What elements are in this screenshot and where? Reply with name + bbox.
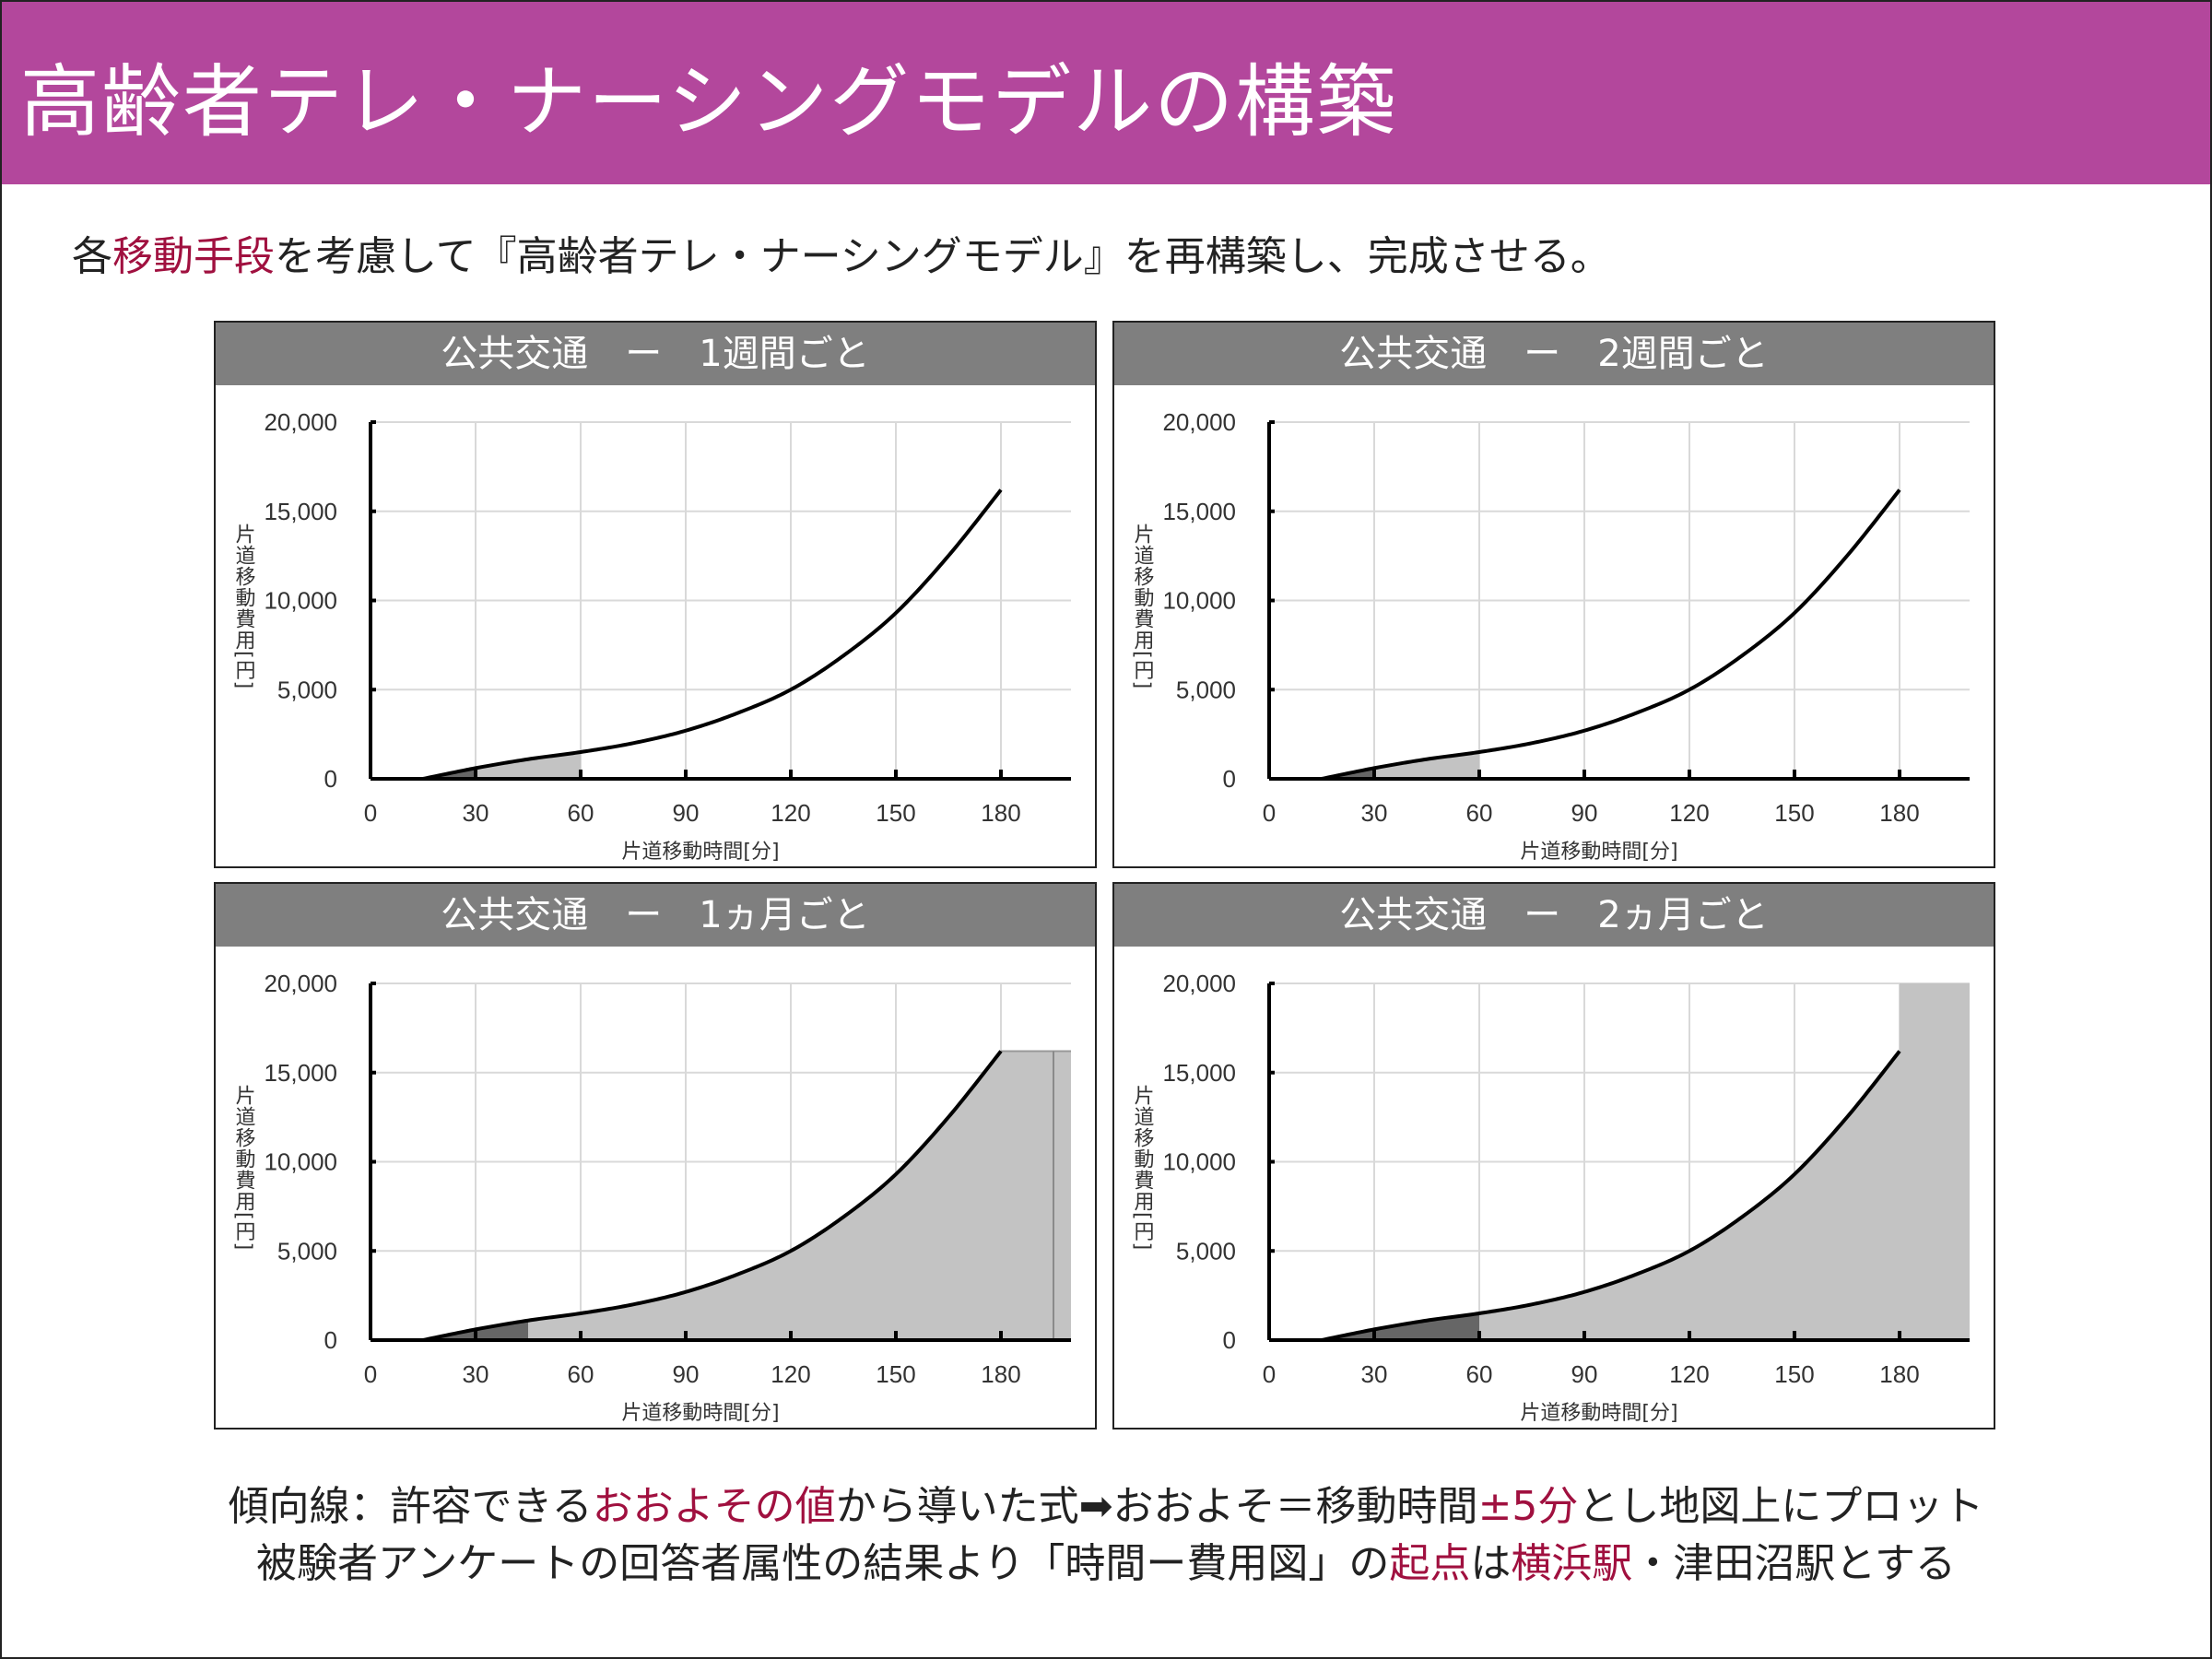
footer-seg-highlight: 横浜駅: [1511, 1540, 1633, 1587]
x-axis-title: 片道移動時間[分]: [621, 1402, 779, 1425]
chart-title: 公共交通 ー 1ヵ月ごと: [216, 884, 1095, 947]
x-tick-label: 180: [1879, 799, 1919, 827]
y-tick-label: 5,000: [277, 676, 337, 703]
y-tick-label: 0: [324, 765, 337, 793]
x-tick-label: 150: [1774, 799, 1814, 827]
slide-title: 高齢者テレ・ナーシングモデルの構築: [20, 56, 1398, 148]
chart-title: 公共交通 ー 2ヵ月ごと: [1114, 884, 1994, 947]
y-tick-label: 5,000: [1176, 1237, 1236, 1265]
y-tick-label: 5,000: [277, 1237, 337, 1265]
x-tick-label: 0: [1263, 799, 1276, 827]
chart-title: 公共交通 ー 2週間ごと: [1114, 323, 1994, 385]
y-tick-label: 0: [1223, 765, 1236, 793]
chart-1month: 0 5,000 10,000 15,000 20,000 0 30 60 90 120 150 180…: [232, 970, 1071, 1425]
title-bar: 高齢者テレ・ナーシングモデルの構築: [2, 2, 2210, 184]
y-axis-title: 片道移動費用[円]: [232, 524, 256, 689]
x-tick-label: 60: [568, 799, 594, 827]
y-tick-label: 20,000: [264, 970, 337, 997]
chart-2weeks: 0 5,000 10,000 15,000 20,000 0 30 60 90 120 150 180…: [1131, 408, 1970, 864]
x-tick-label: 30: [463, 1360, 489, 1388]
footer-line-2: 被験者アンケートの回答者属性の結果より「時間ー費用図」の起点は横浜駅・津田沼駅と…: [0, 1530, 2212, 1589]
chart-2months: 0 5,000 10,000 15,000 20,000 0 30 60 90 120 150 180…: [1131, 970, 1970, 1425]
x-tick-label: 30: [1361, 799, 1388, 827]
chart-panel-1month: 公共交通 ー 1ヵ月ごと 0 5,000 10,000 15,000 20,000 0 30…: [214, 882, 1097, 1430]
footer-seg: ・津田沼駅とする: [1632, 1540, 1957, 1587]
x-axis-title: 片道移動時間[分]: [1520, 1402, 1677, 1425]
chart-panel-1week: 公共交通 ー 1週間ごと 0 5,000 10,000 15,000 20,000 0 30…: [214, 321, 1097, 868]
footer-seg: 被験者アンケートの回答者属性の結果より「時間ー費用図」の: [255, 1540, 1390, 1587]
chart-title: 公共交通 ー 1週間ごと: [216, 323, 1095, 385]
x-axis-title: 片道移動時間[分]: [621, 841, 779, 864]
x-tick-label: 60: [568, 1360, 594, 1388]
chart-panel-2weeks: 公共交通 ー 2週間ごと 0 5,000 10,000 15,000 20,000 0 30…: [1112, 321, 1995, 868]
x-tick-label: 60: [1466, 1360, 1493, 1388]
shaded-area-light: [1479, 1051, 1900, 1340]
trend-curve: [1321, 1050, 1901, 1342]
subtitle-post: を考慮して『高齢者テレ・ナーシングモデル』を再構築し、完成させる。: [275, 233, 1611, 280]
subtitle-pre: 各: [72, 233, 112, 280]
chart-panel-2months: 公共交通 ー 2ヵ月ごと 0 5,000 10,000 15,000 20,000 0 30…: [1112, 882, 1995, 1430]
footer-seg: 傾向線：許容できる: [228, 1483, 593, 1530]
x-tick-label: 0: [364, 1360, 377, 1388]
x-tick-label: 120: [771, 799, 810, 827]
x-axis-title: 片道移動時間[分]: [1520, 841, 1677, 864]
shaded-extension: [1900, 983, 1970, 1340]
y-tick-label: 15,000: [1162, 1059, 1236, 1087]
shaded-extension: [1001, 1051, 1071, 1340]
slide-subtitle: 各移動手段を考慮して『高齢者テレ・ナーシングモデル』を再構築し、完成させる。: [72, 223, 1611, 282]
x-tick-label: 30: [1361, 1360, 1388, 1388]
y-tick-label: 10,000: [1162, 1148, 1236, 1176]
shaded-area-light: [476, 751, 581, 779]
x-tick-label: 120: [771, 1360, 810, 1388]
y-tick-label: 15,000: [1162, 498, 1236, 525]
y-tick-label: 10,000: [264, 587, 337, 615]
y-axis-title: 片道移動費用[円]: [1131, 1085, 1155, 1251]
shaded-area-light: [528, 1051, 1001, 1340]
x-tick-label: 90: [673, 1360, 700, 1388]
footer-seg: は: [1470, 1540, 1512, 1587]
chart-1week: 0 5,000 10,000 15,000 20,000 0 30 60 90 120 150 180…: [232, 408, 1071, 864]
x-tick-label: 150: [1774, 1360, 1814, 1388]
trend-curve: [1321, 488, 1901, 781]
x-tick-label: 60: [1466, 799, 1493, 827]
y-tick-label: 20,000: [1162, 970, 1236, 997]
y-tick-label: 20,000: [1162, 408, 1236, 436]
x-tick-label: 90: [673, 799, 700, 827]
y-tick-label: 15,000: [264, 498, 337, 525]
x-tick-label: 120: [1669, 1360, 1709, 1388]
x-tick-label: 90: [1571, 1360, 1598, 1388]
trend-curve: [422, 1050, 1003, 1342]
footer-seg-highlight: ±5分: [1477, 1483, 1579, 1530]
footer-seg-highlight: おおよその値: [592, 1483, 836, 1530]
y-tick-label: 20,000: [264, 408, 337, 436]
y-axis-title: 片道移動費用[円]: [232, 1085, 256, 1251]
shaded-area-light: [1374, 751, 1479, 779]
x-tick-label: 180: [981, 1360, 1020, 1388]
x-tick-label: 150: [876, 1360, 915, 1388]
y-tick-label: 0: [1223, 1326, 1236, 1354]
x-tick-label: 90: [1571, 799, 1598, 827]
x-tick-label: 150: [876, 799, 915, 827]
y-tick-label: 15,000: [264, 1059, 337, 1087]
y-tick-label: 10,000: [264, 1148, 337, 1176]
x-tick-label: 30: [463, 799, 489, 827]
x-tick-label: 120: [1669, 799, 1709, 827]
subtitle-highlight: 移動手段: [112, 233, 275, 280]
y-tick-label: 0: [324, 1326, 337, 1354]
x-tick-label: 180: [981, 799, 1020, 827]
x-tick-label: 0: [364, 799, 377, 827]
footer-seg: とし地図上にプロット: [1578, 1483, 1984, 1530]
x-tick-label: 180: [1879, 1360, 1919, 1388]
x-tick-label: 0: [1263, 1360, 1276, 1388]
footer-line-1: 傾向線：許容できるおおよその値から導いた式➡おおよそ＝移動時間±5分とし地図上に…: [0, 1473, 2212, 1532]
y-axis-title: 片道移動費用[円]: [1131, 524, 1155, 689]
y-tick-label: 5,000: [1176, 676, 1236, 703]
y-tick-label: 10,000: [1162, 587, 1236, 615]
footer-seg: から導いた式➡おおよそ＝移動時間: [835, 1483, 1478, 1530]
trend-curve: [422, 488, 1003, 781]
footer-seg-highlight: 起点: [1389, 1540, 1471, 1587]
